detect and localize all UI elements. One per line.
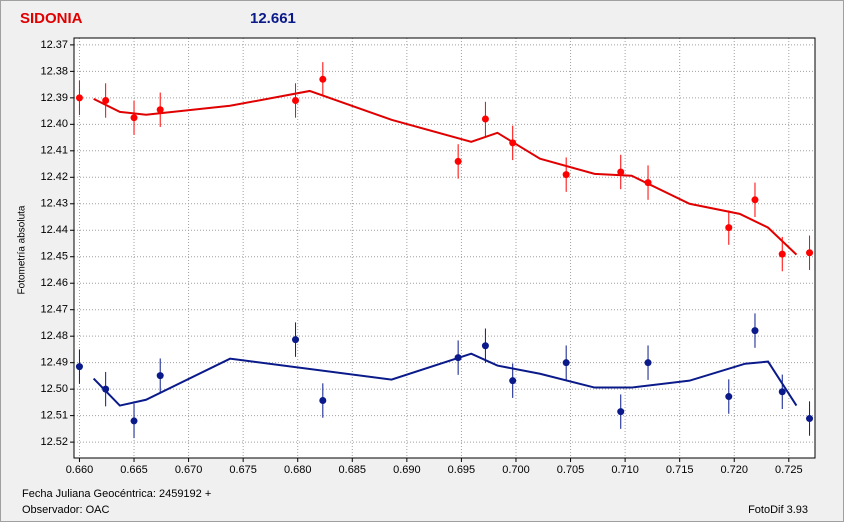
observer: Observador: OAC xyxy=(22,504,109,516)
y-tick-label: 12.48 xyxy=(40,330,68,342)
data-point xyxy=(509,377,517,385)
y-tick-label: 12.44 xyxy=(40,224,68,236)
data-point xyxy=(481,342,489,350)
data-point xyxy=(778,250,786,258)
plot-area xyxy=(74,38,815,458)
y-tick-label: 12.49 xyxy=(40,357,68,369)
data-point xyxy=(751,327,759,335)
chart-subtitle: 12.661 xyxy=(250,10,296,27)
data-point xyxy=(617,168,625,176)
data-point xyxy=(562,171,570,179)
y-tick-label: 12.43 xyxy=(40,198,68,210)
data-point xyxy=(751,196,759,204)
x-tick-label: 0.690 xyxy=(393,464,421,476)
software-version: FotoDif 3.93 xyxy=(748,504,808,516)
y-tick-label: 12.37 xyxy=(40,39,68,51)
y-tick-label: 12.52 xyxy=(40,436,68,448)
data-point xyxy=(617,408,625,416)
data-point xyxy=(644,179,652,187)
x-tick-label: 0.665 xyxy=(120,464,148,476)
y-tick-label: 12.41 xyxy=(40,145,68,157)
data-point xyxy=(130,417,138,425)
data-point xyxy=(156,106,164,114)
y-tick-label: 12.42 xyxy=(40,171,68,183)
y-tick-label: 12.47 xyxy=(40,304,68,316)
data-point xyxy=(75,363,83,371)
y-tick-label: 12.38 xyxy=(40,65,68,77)
x-tick-label: 0.715 xyxy=(666,464,694,476)
x-tick-label: 0.710 xyxy=(611,464,639,476)
data-point xyxy=(292,96,300,104)
data-point xyxy=(102,96,110,104)
data-point xyxy=(156,372,164,380)
data-point xyxy=(725,224,733,232)
plot-border xyxy=(73,37,816,459)
y-tick-label: 12.45 xyxy=(40,251,68,263)
x-tick-label: 0.725 xyxy=(775,464,803,476)
x-tick-label: 0.670 xyxy=(175,464,203,476)
data-point xyxy=(778,388,786,396)
data-point xyxy=(292,336,300,344)
data-point xyxy=(562,359,570,367)
y-tick-label: 12.40 xyxy=(40,118,68,130)
data-point xyxy=(454,157,462,165)
x-tick-label: 0.685 xyxy=(339,464,367,476)
data-point xyxy=(319,397,327,405)
y-tick-label: 12.46 xyxy=(40,277,68,289)
data-point xyxy=(806,249,814,257)
x-tick-label: 0.675 xyxy=(229,464,257,476)
x-axis-label: Fecha Juliana Geocéntrica: 2459192 + xyxy=(22,488,211,500)
y-axis-label: Fotometría absoluta xyxy=(17,205,28,294)
data-point xyxy=(102,385,110,393)
data-point xyxy=(725,393,733,401)
x-tick-label: 0.720 xyxy=(720,464,748,476)
data-point xyxy=(509,139,517,147)
x-tick-label: 0.700 xyxy=(502,464,530,476)
x-tick-label: 0.705 xyxy=(557,464,585,476)
data-point xyxy=(75,94,83,102)
fit-line xyxy=(92,352,798,407)
fit-line xyxy=(93,89,798,256)
data-point xyxy=(644,359,652,367)
y-tick-label: 12.39 xyxy=(40,92,68,104)
data-point xyxy=(806,415,814,423)
x-tick-label: 0.695 xyxy=(448,464,476,476)
data-point xyxy=(454,354,462,362)
x-tick-label: 0.680 xyxy=(284,464,312,476)
y-tick-label: 12.51 xyxy=(40,410,68,422)
data-point xyxy=(481,115,489,123)
data-point xyxy=(130,114,138,122)
x-tick-label: 0.660 xyxy=(66,464,94,476)
chart-title: SIDONIA xyxy=(20,10,83,27)
data-point xyxy=(319,75,327,83)
y-tick-label: 12.50 xyxy=(40,383,68,395)
